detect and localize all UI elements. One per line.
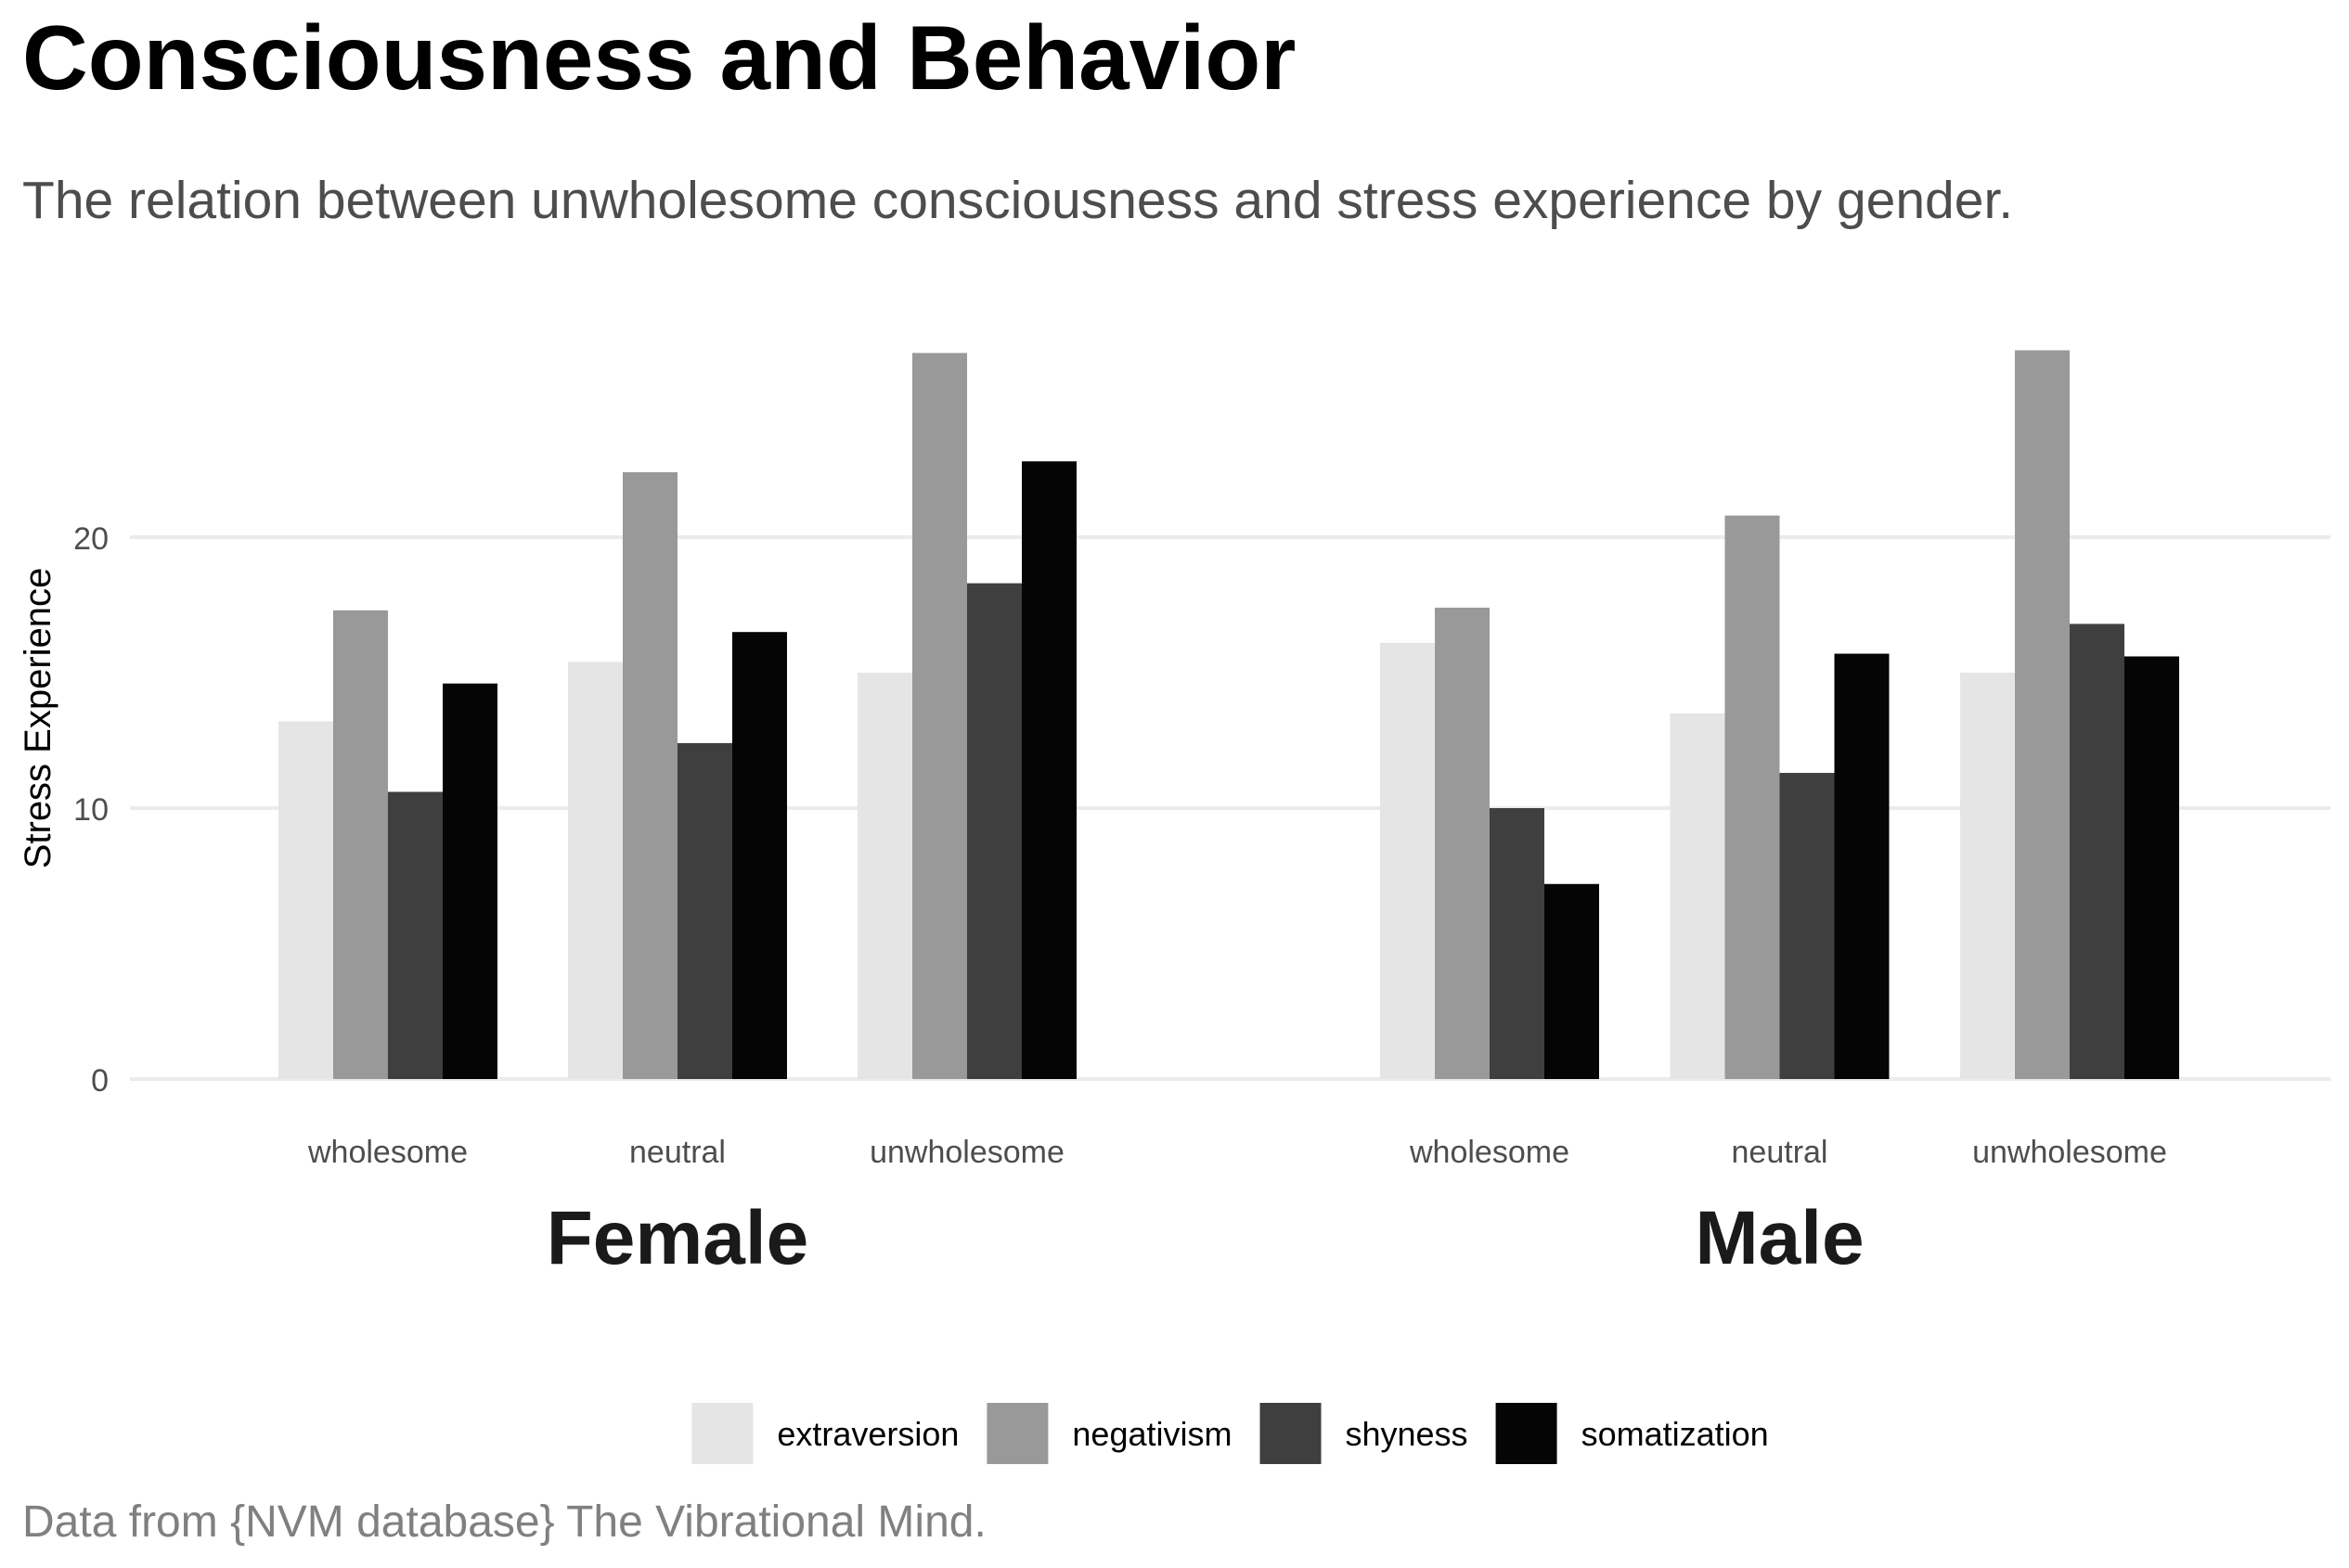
bar-female-wholesome-extraversion xyxy=(278,721,333,1079)
legend-key-negativism xyxy=(987,1403,1049,1464)
y-axis-ticks: 0 10 20 xyxy=(73,521,109,1099)
panel-labels: Female Male xyxy=(547,1196,1865,1280)
bars xyxy=(278,350,2179,1079)
bar-male-wholesome-negativism xyxy=(1435,607,1490,1079)
bar-male-wholesome-shyness xyxy=(1490,808,1544,1079)
legend-key-somatization xyxy=(1495,1403,1557,1464)
bar-female-neutral-somatization xyxy=(732,632,787,1079)
chart-title: Consciousness and Behavior xyxy=(22,6,1297,109)
bar-female-unwholesome-negativism xyxy=(912,353,967,1079)
bar-female-wholesome-shyness xyxy=(388,791,443,1079)
x-tick-label: neutral xyxy=(629,1135,726,1170)
y-tick-label: 20 xyxy=(73,521,109,557)
legend-label-negativism: negativism xyxy=(1072,1415,1232,1453)
x-axis-ticks: wholesome neutral unwholesome wholesome neut… xyxy=(307,1135,2167,1170)
chart-caption: Data from {NVM database} The Vibrational… xyxy=(22,1497,987,1547)
panel-label-male: Male xyxy=(1695,1196,1864,1280)
bar-female-neutral-extraversion xyxy=(568,662,623,1079)
legend-key-extraversion xyxy=(691,1403,754,1464)
bar-female-neutral-negativism xyxy=(623,471,678,1079)
x-tick-label: wholesome xyxy=(1409,1135,1569,1170)
bar-female-unwholesome-shyness xyxy=(967,583,1022,1079)
bar-female-unwholesome-somatization xyxy=(1022,461,1077,1079)
bar-female-wholesome-somatization xyxy=(443,683,497,1079)
panel-label-female: Female xyxy=(547,1196,809,1280)
legend-label-somatization: somatization xyxy=(1581,1415,1769,1453)
bar-female-unwholesome-extraversion xyxy=(858,673,912,1079)
y-axis-title: Stress Experience xyxy=(18,568,58,869)
legend-label-shyness: shyness xyxy=(1345,1415,1467,1453)
bar-male-unwholesome-shyness xyxy=(2070,623,2124,1079)
x-tick-label: wholesome xyxy=(307,1135,468,1170)
bar-male-unwholesome-negativism xyxy=(2015,350,2070,1079)
bar-male-wholesome-somatization xyxy=(1544,883,1599,1079)
x-tick-label: neutral xyxy=(1732,1135,1828,1170)
bar-male-neutral-somatization xyxy=(1834,653,1890,1079)
x-tick-label: unwholesome xyxy=(1972,1135,2167,1170)
bar-male-unwholesome-somatization xyxy=(2124,656,2179,1079)
bar-male-neutral-extraversion xyxy=(1670,713,1725,1079)
legend-label-extraversion: extraversion xyxy=(777,1415,959,1453)
bar-male-unwholesome-extraversion xyxy=(1960,673,2015,1079)
bar-male-wholesome-extraversion xyxy=(1380,642,1435,1079)
bar-male-neutral-negativism xyxy=(1724,515,1780,1079)
bar-female-wholesome-negativism xyxy=(333,610,388,1079)
bar-female-neutral-shyness xyxy=(678,742,732,1079)
y-tick-label: 0 xyxy=(91,1063,109,1099)
legend-key-shyness xyxy=(1259,1403,1322,1464)
chart-subtitle: The relation between unwholesome conscio… xyxy=(22,171,2014,230)
x-tick-label: unwholesome xyxy=(870,1135,1065,1170)
legend: extraversion negativism shyness somatizatio… xyxy=(691,1403,1769,1464)
y-tick-label: 10 xyxy=(73,792,109,828)
bar-male-neutral-shyness xyxy=(1779,773,1835,1079)
